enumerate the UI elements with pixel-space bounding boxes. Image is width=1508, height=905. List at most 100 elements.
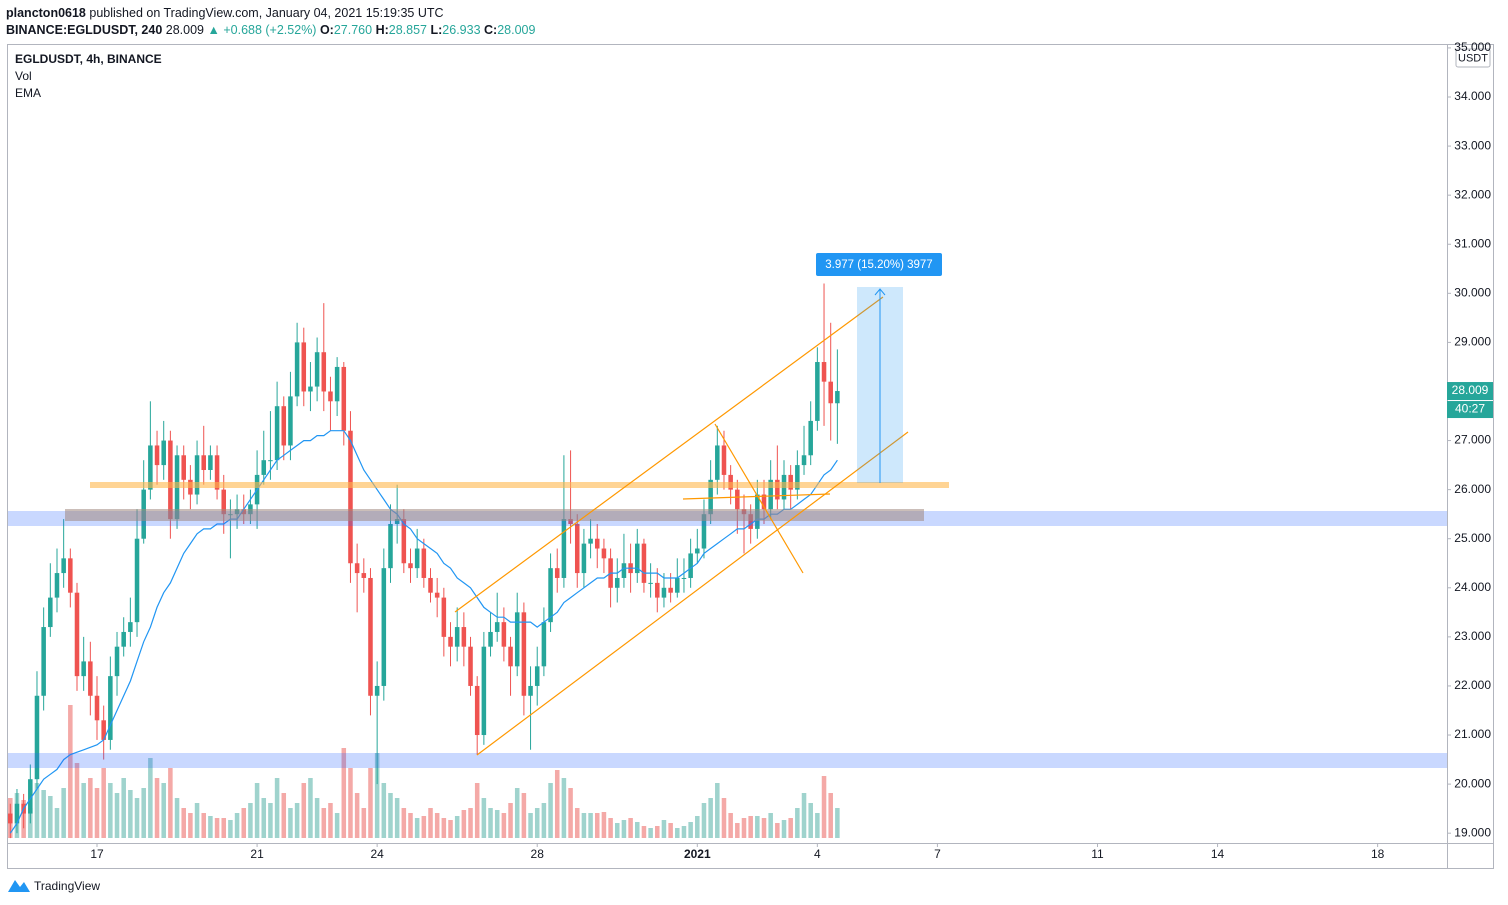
- candle-body: [214, 455, 220, 490]
- channel-line: [476, 431, 909, 756]
- candle-body: [721, 445, 727, 475]
- volume-bar: [648, 828, 653, 838]
- volume-bar: [408, 813, 413, 838]
- y-tick-label: 35.000: [1454, 40, 1491, 54]
- candle-body: [8, 813, 13, 824]
- candle-body: [468, 646, 473, 686]
- volume-bar: [474, 783, 480, 838]
- last: 28.009: [165, 23, 204, 37]
- volume-bar: [308, 778, 313, 838]
- candle-body: [81, 661, 86, 677]
- volume-bar: [401, 808, 407, 838]
- candle-body: [828, 381, 833, 404]
- volume-bar: [828, 793, 833, 838]
- volume-bar: [274, 778, 280, 838]
- volume-bar: [428, 808, 433, 838]
- volume-bar: [741, 818, 747, 838]
- candle-body: [41, 627, 46, 696]
- countdown-label: 40:27: [1455, 402, 1485, 416]
- volume-bar: [268, 803, 273, 838]
- volume-bar: [681, 826, 687, 838]
- candle-body: [288, 396, 293, 446]
- ohlc-value: 27.760: [333, 23, 373, 37]
- x-tick-label: 21: [250, 847, 264, 861]
- candle-body: [208, 455, 213, 471]
- candle-body: [328, 391, 333, 402]
- volume-bar: [821, 776, 827, 838]
- y-tick-label: 22.000: [1454, 678, 1491, 692]
- y-tick-label: 34.000: [1454, 89, 1491, 103]
- volume-bar: [281, 793, 287, 838]
- volume-bar: [655, 826, 660, 838]
- volume-bar: [454, 816, 460, 838]
- ohlc-label: C:: [484, 23, 498, 37]
- candle-body: [601, 548, 607, 559]
- volume-bar: [114, 793, 120, 838]
- ema-line: [9, 430, 838, 834]
- volume-bar: [795, 808, 800, 838]
- candle-body: [148, 445, 153, 490]
- candle-body: [181, 455, 186, 480]
- candle-body: [394, 519, 400, 524]
- volume-bar: [248, 803, 253, 838]
- author: plancton0618: [6, 6, 86, 20]
- brand: TradingView: [34, 879, 100, 893]
- volume-bar: [314, 798, 320, 838]
- resistance-zone: [65, 509, 924, 521]
- volume-bar: [781, 820, 787, 838]
- volume-bar: [388, 793, 393, 838]
- volume-bar: [628, 818, 633, 838]
- y-tick-label: 31.000: [1454, 236, 1491, 250]
- candle-body: [735, 489, 740, 510]
- footer: TradingView: [8, 879, 100, 893]
- candle-body: [194, 455, 200, 495]
- x-tick-label: 11: [1091, 847, 1104, 861]
- candle-body: [48, 597, 53, 628]
- ohlc-label: O:: [319, 23, 334, 37]
- volume-bar: [168, 768, 173, 838]
- candle-body: [541, 622, 547, 667]
- header: plancton0618 published on TradingView.co…: [6, 5, 535, 39]
- candle-body: [14, 803, 20, 824]
- candle-body: [528, 685, 533, 696]
- candle-body: [748, 514, 753, 529]
- candle-body: [461, 627, 467, 647]
- candle-body: [354, 563, 360, 574]
- volume-bar: [128, 790, 133, 838]
- volume-bar: [161, 783, 166, 838]
- volume-bar: [768, 813, 773, 838]
- candle-body: [28, 779, 33, 814]
- x-tick-label: 18: [1371, 847, 1385, 861]
- volume-bar: [108, 783, 113, 838]
- candle-body: [614, 577, 620, 588]
- candle-body: [448, 636, 453, 647]
- y-tick-label: 27.000: [1454, 433, 1491, 447]
- candle-body: [775, 479, 780, 500]
- last-price-label: 28.009: [1452, 383, 1489, 397]
- candle-body: [308, 386, 313, 392]
- candle-body: [808, 420, 813, 456]
- candle-body: [161, 440, 166, 466]
- x-tick-label: 28: [531, 847, 545, 861]
- volume-bar: [635, 822, 640, 838]
- volume-bar: [68, 705, 73, 838]
- volume-bar: [488, 808, 493, 838]
- volume-bar: [581, 813, 587, 838]
- support-zone: [8, 753, 1447, 768]
- volume-bar: [361, 808, 367, 838]
- currency-box: [1455, 48, 1491, 68]
- volume-bar: [54, 808, 60, 838]
- candle-body: [568, 519, 573, 524]
- candle-body: [428, 577, 433, 593]
- quote-line: BINANCE:EGLDUSDT, 240 28.009 ▲ +0.688 (+…: [6, 22, 535, 39]
- volume-bar: [134, 798, 140, 838]
- candle-body: [408, 563, 413, 569]
- candle-body: [294, 342, 300, 397]
- volume-bar: [561, 778, 567, 838]
- volume-bar: [288, 808, 293, 838]
- candle-body: [121, 631, 126, 647]
- candle-body: [561, 519, 567, 578]
- candle-body: [768, 479, 773, 510]
- volume-bar: [468, 808, 473, 838]
